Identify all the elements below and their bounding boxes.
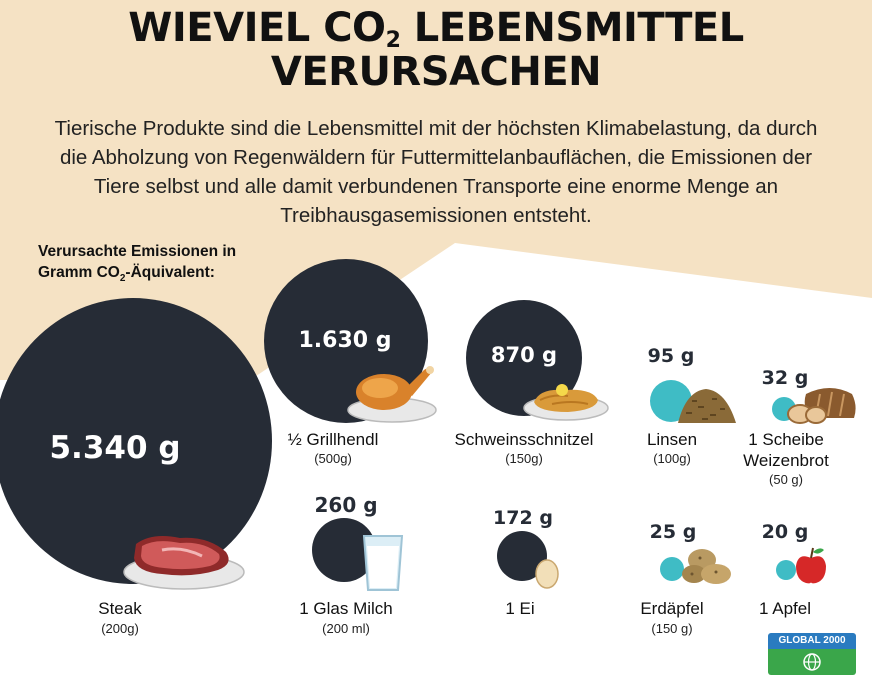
legend-label: Verursachte Emissionen in Gramm CO2-Äqui… — [38, 243, 237, 285]
page-title-line2: VERURSACHEN — [270, 49, 602, 95]
ei-value: 172 g — [493, 507, 553, 529]
intro-text: Tierische Produkte sind die Lebensmittel… — [54, 117, 818, 227]
steak-icon — [123, 536, 245, 590]
milch-amount: (200 ml) — [322, 621, 370, 636]
bread-amount: (50 g) — [769, 472, 803, 487]
bread-value: 32 g — [761, 367, 809, 389]
apple-icon — [796, 547, 826, 584]
bread-icon — [787, 388, 856, 424]
apfel-value: 20 g — [761, 521, 809, 543]
globe-icon — [803, 653, 821, 671]
grillhendl-name: ½ Grillhendl — [287, 430, 379, 449]
schnitzel-name: Schweinsschnitzel — [454, 430, 594, 449]
steak-bubble — [0, 298, 272, 584]
schnitzel-icon — [523, 384, 609, 421]
schnitzel-value: 870 g — [490, 343, 558, 367]
linsen-amount: (100g) — [653, 451, 691, 466]
steak-amount: (200g) — [101, 621, 139, 636]
grillhendl-amount: (500g) — [314, 451, 352, 466]
apfel-name: 1 Apfel — [759, 599, 811, 618]
schnitzel-amount: (150g) — [505, 451, 543, 466]
milch-name: 1 Glas Milch — [299, 599, 393, 618]
bread-name: 1 Scheibe Weizenbrot — [743, 430, 829, 470]
steak-value: 5.340 g — [49, 430, 181, 466]
erdaepfel-bubble — [660, 557, 684, 581]
global2000-logo: GLOBAL 2000 — [768, 633, 856, 675]
roast-chicken-icon — [347, 366, 437, 423]
logo-band — [768, 649, 856, 675]
linsen-name: Linsen — [646, 430, 698, 449]
linsen-value: 95 g — [647, 345, 695, 367]
apfel-bubble — [776, 560, 796, 580]
grillhendl-value: 1.630 g — [298, 328, 392, 353]
erdaepfel-value: 25 g — [649, 521, 697, 543]
egg-icon — [535, 559, 559, 589]
potatoes-icon — [682, 549, 731, 584]
milch-value: 260 g — [314, 493, 378, 517]
lentils-icon — [678, 389, 736, 423]
ei-name: 1 Ei — [505, 599, 535, 618]
steak-name: Steak — [98, 599, 142, 618]
erdaepfel-name: Erdäpfel — [640, 599, 704, 618]
milk-glass-icon — [362, 535, 404, 591]
erdaepfel-amount: (150 g) — [651, 621, 693, 636]
logo-text: GLOBAL 2000 — [768, 633, 856, 649]
page-title-line1: WIEVIEL CO2 LEBENSMITTEL — [128, 5, 744, 53]
